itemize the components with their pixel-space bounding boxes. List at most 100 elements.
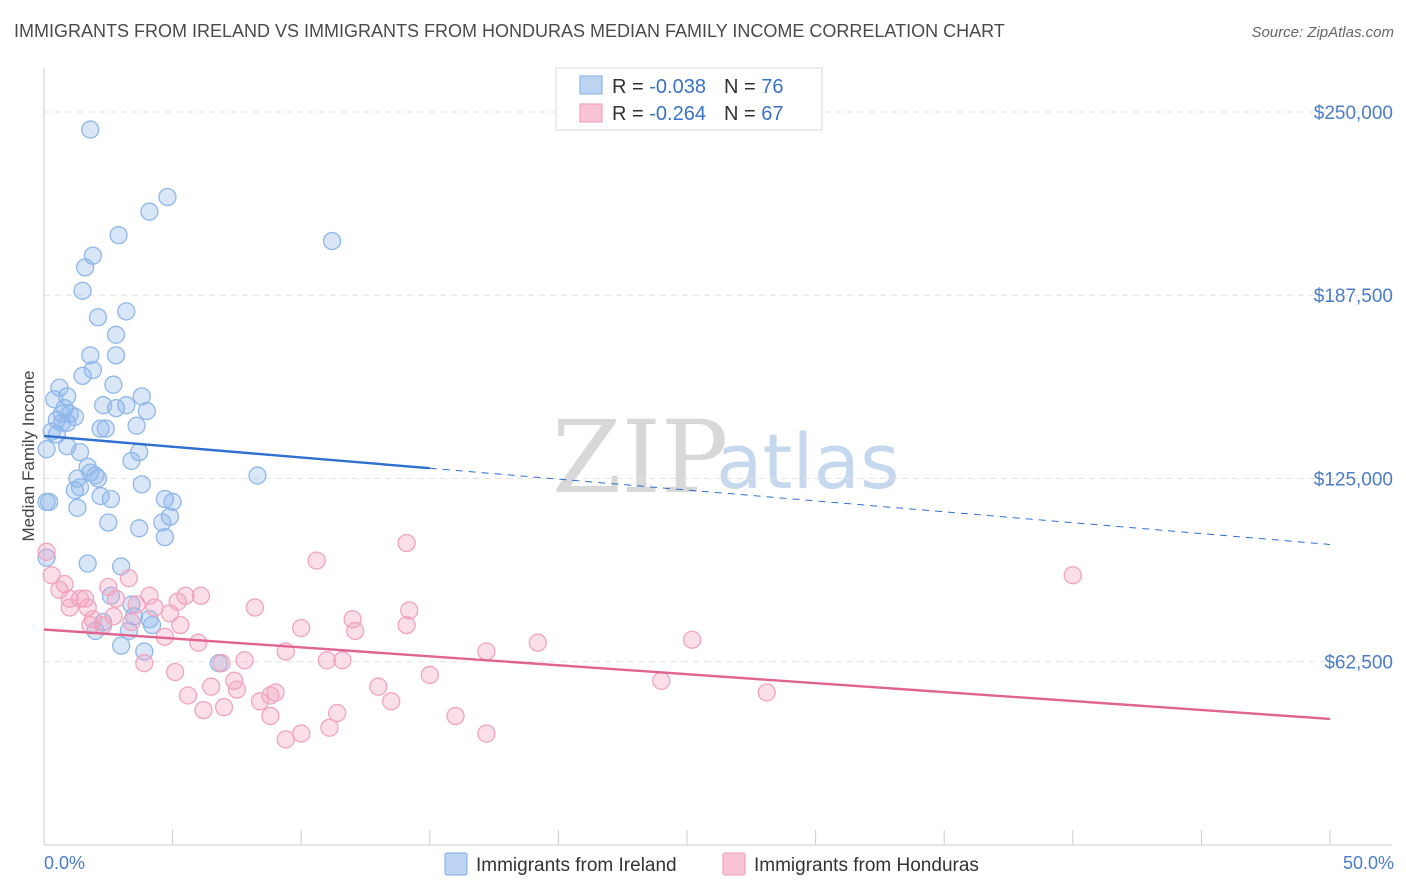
honduras-point (60, 598, 79, 617)
honduras-point (250, 692, 270, 711)
y-tick-label: $62,500 (1324, 653, 1393, 674)
ireland-point (47, 425, 67, 444)
honduras-point (119, 569, 139, 588)
honduras-point (477, 724, 496, 743)
honduras-point (202, 677, 221, 696)
ireland-point (37, 548, 56, 567)
ireland-point (140, 202, 159, 221)
ireland-point (132, 475, 151, 494)
ireland-point (86, 466, 105, 485)
y-tick-label: $250,000 (1314, 103, 1393, 124)
honduras-point (194, 700, 213, 720)
ireland-point (83, 360, 103, 380)
honduras-point (276, 730, 295, 749)
honduras-point (369, 677, 388, 696)
trendline-honduras (43, 628, 1331, 721)
watermark: ZIP atlas (552, 399, 900, 516)
ireland-point (106, 398, 126, 418)
bottom-legend-label-ireland: Immigrants from Ireland (476, 855, 677, 876)
ireland-point (322, 231, 342, 251)
ireland-point (70, 442, 90, 462)
series-honduras-points (37, 533, 1082, 749)
honduras-point (166, 662, 185, 682)
honduras-point (140, 586, 159, 605)
legend-row-honduras: R = -0.264 N = 67 (612, 103, 783, 125)
ireland-point (57, 413, 77, 432)
gridlines (44, 111, 1392, 663)
honduras-point (127, 595, 146, 614)
legend-row-ireland: R = -0.038 N = 76 (612, 76, 783, 98)
ireland-point (81, 346, 100, 365)
ireland-point (37, 440, 56, 459)
honduras-point (145, 598, 164, 617)
honduras-point (446, 706, 465, 726)
ireland-point (91, 486, 110, 506)
honduras-point (400, 601, 419, 620)
ireland-point (137, 401, 157, 421)
honduras-point (328, 703, 347, 723)
honduras-point (214, 698, 234, 717)
honduras-point (397, 615, 416, 635)
honduras-point (227, 680, 247, 699)
legend-swatch-ireland (579, 75, 603, 95)
watermark-atlas: atlas (716, 417, 900, 506)
x-tick-label-min: 0.0% (44, 853, 85, 873)
ireland-point (109, 225, 128, 245)
ireland-point (99, 513, 118, 532)
chart-source: Source: ZipAtlas.com (1251, 24, 1394, 41)
honduras-point (37, 542, 56, 561)
honduras-point (307, 551, 326, 570)
ireland-point (106, 346, 126, 365)
ireland-point (78, 554, 97, 573)
legend-r-label: R = (612, 76, 649, 98)
ireland-point (47, 410, 67, 429)
honduras-point (189, 633, 208, 652)
ireland-point (73, 281, 92, 300)
ireland-point (88, 308, 108, 327)
y-axis-title: Median Family Income (19, 370, 38, 541)
honduras-point (346, 621, 365, 641)
x-ticks (43, 830, 1331, 845)
legend-r-value-ireland: -0.038 (649, 76, 706, 98)
legend-swatch-honduras (579, 103, 603, 123)
ireland-point (65, 481, 85, 500)
trendline-ireland-solid (43, 434, 430, 470)
series-ireland-points (37, 120, 342, 673)
honduras-point (160, 604, 180, 623)
ireland-point (68, 498, 87, 517)
honduras-point (266, 683, 285, 702)
legend-r-label: R = (612, 103, 649, 125)
ireland-point (73, 366, 92, 386)
chart-title: IMMIGRANTS FROM IRELAND VS IMMIGRANTS FR… (14, 21, 1005, 41)
bottom-legend-label-honduras: Immigrants from Honduras (754, 855, 979, 876)
honduras-point (212, 654, 231, 673)
honduras-point (171, 615, 190, 635)
ireland-point (104, 375, 123, 394)
series-legend: Immigrants from Ireland Immigrants from … (444, 852, 979, 876)
ireland-point (81, 120, 100, 139)
ireland-point (106, 325, 126, 344)
honduras-point (122, 613, 141, 632)
honduras-point (245, 598, 265, 617)
trendlines (43, 434, 1331, 721)
honduras-point (320, 718, 339, 737)
y-tick-labels: $62,500 $125,000 $187,500 $250,000 (1314, 103, 1393, 674)
stats-legend: R = -0.038 N = 76 R = -0.264 N = 67 (555, 67, 823, 131)
honduras-point (292, 618, 311, 638)
ireland-point (117, 396, 136, 415)
honduras-point (1063, 566, 1082, 585)
honduras-point (477, 642, 496, 661)
ireland-point (117, 302, 136, 321)
ireland-point (76, 258, 95, 277)
honduras-point (652, 671, 671, 690)
ireland-point (96, 419, 115, 438)
ireland-point (91, 419, 110, 438)
honduras-point (261, 686, 280, 705)
bottom-legend-swatch-honduras (722, 852, 746, 876)
ireland-point (130, 519, 149, 538)
honduras-point (292, 724, 311, 743)
ireland-point (158, 187, 177, 207)
honduras-point (261, 706, 280, 726)
ireland-point (142, 615, 162, 635)
